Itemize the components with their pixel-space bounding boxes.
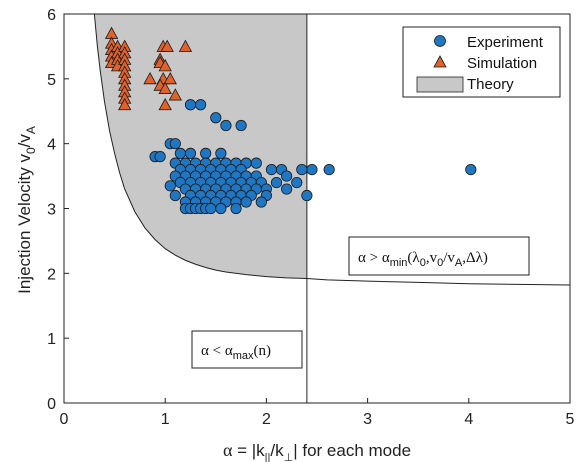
experiment-point — [255, 196, 267, 208]
x-tick-label: 3 — [363, 411, 372, 428]
simulation-point — [178, 39, 193, 52]
alpha-max-annotation-box — [191, 330, 303, 369]
experiment-point — [169, 189, 181, 202]
experiment-series — [149, 99, 477, 215]
x-tick-label: 1 — [161, 411, 170, 428]
experiment-point — [184, 147, 197, 159]
simulation-point — [158, 81, 172, 94]
experiment-point — [301, 189, 313, 202]
experiment-point — [195, 99, 207, 111]
experiment-point — [230, 202, 242, 215]
simulation-point — [168, 88, 182, 101]
alpha-min-boundary-curve — [93, 14, 570, 286]
experiment-point — [215, 147, 227, 159]
experiment-point — [296, 164, 308, 176]
experiment-point — [215, 202, 227, 215]
legend-experiment-marker — [434, 35, 446, 47]
y-tick-label: 5 — [47, 72, 56, 89]
experiment-point — [205, 202, 217, 215]
y-tick-label: 1 — [47, 331, 56, 348]
experiment-point — [240, 196, 252, 208]
experiment-point — [465, 164, 477, 176]
x-tick-label: 5 — [566, 411, 575, 428]
legend-experiment-label: Experiment — [467, 34, 544, 51]
legend-theory-swatch — [416, 76, 464, 93]
experiment-point — [281, 183, 293, 195]
experiment-point — [154, 151, 166, 163]
x-axis-label: α = |k||/k⊥| for each mode — [223, 440, 411, 462]
y-axis-label: Injection Velocity v0/vA — [15, 126, 38, 294]
legend-simulation-marker — [433, 55, 447, 68]
simulation-point — [143, 71, 157, 85]
x-tick-label: 0 — [60, 411, 69, 428]
experiment-point — [164, 180, 176, 192]
experiment-point — [281, 170, 293, 182]
y-tick-label: 3 — [47, 202, 56, 219]
alpha-max-label: α < αmax(n) — [201, 343, 271, 362]
experiment-point — [235, 119, 247, 132]
experiment-point — [265, 164, 278, 176]
simulation-point — [118, 97, 132, 111]
y-tick-label: 6 — [47, 7, 56, 24]
alpha-min-annotation: α > αmin(λ0,v0/vA,Δλ) — [348, 236, 530, 276]
simulation-point — [158, 59, 172, 72]
experiment-point — [210, 112, 222, 124]
experiment-point — [291, 176, 303, 189]
y-tick-label: 4 — [47, 137, 56, 154]
y-tick-label: 2 — [47, 266, 56, 283]
x-tick-label: 4 — [464, 411, 473, 428]
alpha-min-annotation-box — [348, 236, 530, 276]
legend-theory-label: Theory — [467, 76, 514, 93]
experiment-point — [306, 164, 318, 176]
legend-simulation-label: Simulation — [467, 55, 537, 72]
simulation-series — [104, 26, 193, 111]
experiment-point — [323, 164, 335, 176]
y-tick-label: 0 — [47, 396, 56, 413]
experiment-point — [174, 147, 186, 159]
experiment-point — [184, 99, 197, 111]
experiment-point — [169, 138, 181, 150]
simulation-point — [160, 39, 174, 52]
x-tick-label: 2 — [262, 411, 271, 428]
legend: Experiment Simulation Theory — [402, 26, 561, 98]
experiment-point — [220, 119, 232, 132]
simulation-point — [158, 97, 172, 111]
simulation-point — [163, 71, 177, 85]
experiment-point — [270, 176, 283, 189]
alpha-max-annotation: α < αmax(n) — [191, 330, 303, 369]
axis-ticks: 0 1 2 3 4 5 0 1 2 3 4 5 6 — [47, 7, 574, 428]
experiment-point — [200, 147, 212, 159]
experiment-point — [250, 157, 262, 169]
